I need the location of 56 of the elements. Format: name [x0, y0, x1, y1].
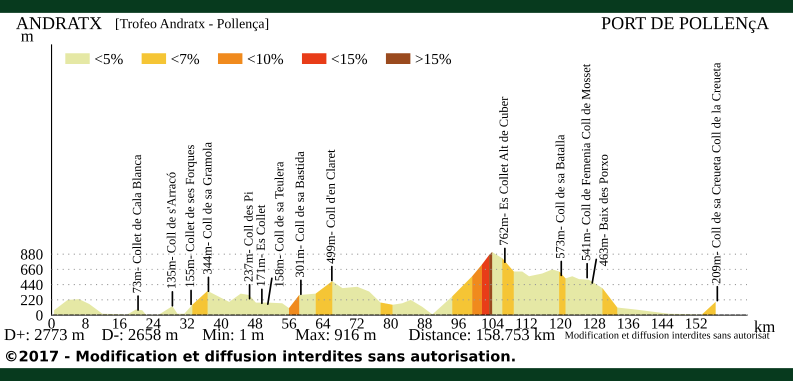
y-axis-title: m: [21, 34, 34, 42]
x-tick-label: 80: [384, 318, 398, 329]
annotation: 237m- Coll des Pi: [244, 192, 253, 282]
x-tick-label: 48: [248, 318, 262, 329]
x-tick-label: 72: [350, 318, 364, 328]
legend-label: <10%: [248, 54, 284, 64]
x-tick-label: 144: [652, 318, 674, 328]
text: Distance: 158.753 km: [408, 328, 555, 340]
text: Min: 1 m: [202, 329, 264, 340]
annotation: 762m- Es Collet Alt de Cuber: [499, 96, 508, 245]
text: Modification et diffusion interdites sans autorisat: [564, 331, 770, 339]
x-tick-label: 96: [451, 318, 466, 329]
y-tick-label: 660: [20, 264, 43, 275]
legend-label: >15%: [416, 54, 452, 64]
annotation: 573m- Coll de sa Batalla: [556, 134, 564, 258]
y-tick-label: 220: [20, 294, 43, 306]
x-tick-label: 152: [686, 318, 707, 329]
x-tick-label: 16: [113, 318, 127, 329]
x-tick-label: 32: [180, 318, 194, 329]
annotation: 155m- Collet de ses Forques: [185, 145, 197, 287]
text: Max: 916 m: [295, 329, 376, 340]
annotation: 158m- Coll de sa Teulera: [274, 162, 284, 286]
x-tick-label: 128: [584, 318, 606, 329]
x-tick-label: 24: [146, 318, 161, 328]
x-tick-label: 120: [550, 318, 572, 329]
legend-label: <15%: [332, 54, 368, 64]
annotation: 73m- Collet de Cala Blanca: [132, 154, 142, 293]
x-tick-label: 88: [418, 318, 432, 329]
x-tick-label: 40: [214, 318, 228, 329]
x-tick-label: 0: [48, 318, 55, 329]
y-tick-label: 440: [20, 280, 43, 290]
legend-label: <7%: [171, 54, 200, 64]
text: ©2017 - Modification et diffusion interdites sans autorisation.: [6, 350, 515, 362]
legend-label: <5%: [95, 54, 123, 64]
x-axis-title: km: [754, 320, 775, 332]
annotation: 499m- Coll d'en Claret: [326, 150, 335, 264]
x-tick-label: 136: [618, 318, 640, 329]
x-tick-label: 8: [82, 318, 89, 329]
x-tick-label: 56: [282, 318, 296, 329]
text: D+: 2773 m: [4, 329, 84, 340]
x-tick-label: 112: [516, 318, 537, 328]
annotation: 541m- Coll de Femenia Coll de Mosset: [581, 64, 590, 260]
text: PORT DE POLLENçA: [602, 17, 770, 33]
x-tick-label: 104: [482, 318, 504, 329]
text: D-: 2658 m: [102, 328, 178, 340]
y-tick-label: 880: [20, 249, 43, 260]
chart-title: [Trofeo Andratx - Pollença]: [116, 18, 268, 32]
annotation: 135m- Coll de s'Arracó: [166, 172, 176, 288]
text: ANDRATX: [16, 17, 102, 30]
annotation: 209m- Coll de sa Creueta Coll de la Creueta: [712, 62, 720, 284]
y-tick-label: 0: [36, 310, 43, 321]
annotation: 463m- Baix des Porxo: [599, 154, 608, 266]
annotation: 171m- Es Collet: [256, 204, 266, 286]
x-tick-label: 64: [316, 318, 330, 329]
annotation: 301m- Coll de sa Bastida: [295, 151, 304, 277]
annotation: 344m- Coll de sa Gramola: [202, 142, 212, 274]
